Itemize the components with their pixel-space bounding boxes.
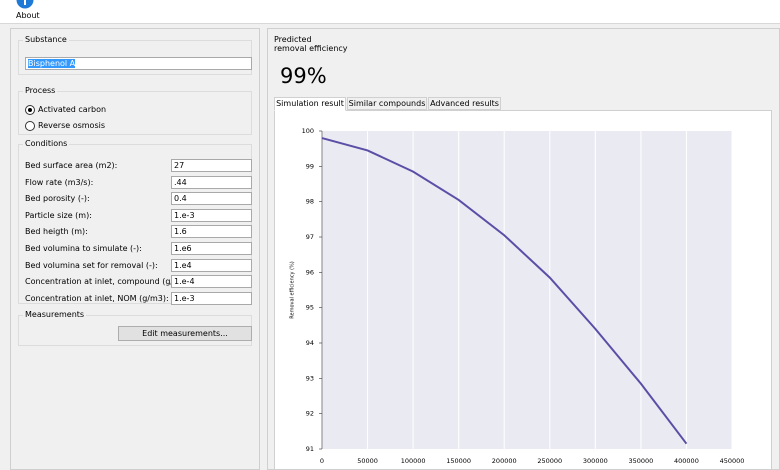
y-tick-label: 98 [306, 198, 314, 206]
radio-label[interactable]: Activated carbon [38, 105, 107, 114]
condition-label: Bed volumina set for removal (-): [25, 260, 158, 270]
y-axis-label: Removal efficiency (%) [290, 261, 296, 319]
condition-label: Concentration at inlet, compound (g/m3): [25, 277, 192, 287]
radio-button[interactable] [25, 121, 35, 131]
x-tick-label: 50000 [357, 457, 378, 465]
y-tick-label: 100 [302, 127, 314, 135]
x-tick-label: 350000 [628, 457, 653, 465]
result-label: Predicted [274, 35, 312, 44]
x-tick-label: 400000 [674, 457, 699, 465]
condition-label: Bed surface area (m2): [25, 161, 118, 170]
y-tick-label: 99 [306, 162, 314, 170]
condition-label: Particle size (m): [25, 210, 92, 220]
y-tick-label: 95 [306, 304, 314, 312]
about-icon[interactable] [16, 0, 34, 10]
y-tick-label: 94 [306, 339, 314, 347]
condition-input[interactable]: 1.e4 [171, 258, 252, 272]
condition-input[interactable]: .44 [171, 175, 252, 189]
group-title: Process [23, 86, 58, 95]
data-line [321, 137, 688, 445]
plot-area [322, 131, 732, 449]
y-tick-label: 91 [306, 445, 314, 453]
substance-group: Substance Bisphenol A [18, 35, 252, 75]
x-tick-label: 100000 [401, 457, 426, 465]
group-title: Conditions [23, 139, 70, 148]
condition-label: Flow rate (m3/s): [25, 177, 94, 187]
x-tick-label: 450000 [720, 457, 745, 465]
tab[interactable]: Similar compounds [347, 97, 427, 110]
condition-label: Bed porosity (-): [25, 194, 90, 204]
x-tick-label: 250000 [537, 457, 562, 465]
y-tick-label: 97 [306, 233, 314, 241]
conditions-group: Conditions Bed surface area (m2): 27 Flow … [18, 139, 252, 305]
chart: 0 50000 100000 150000 200000 250000 300000 3500… [290, 127, 745, 465]
condition-input[interactable]: 1.e6 [171, 242, 252, 255]
group-title: Substance [23, 35, 69, 44]
input-text: Bisphenol A [28, 59, 76, 68]
condition-label: Concentration at inlet, NOM (g/m3): [25, 293, 169, 303]
left-panel: Substance Bisphenol A Process Activated … [10, 28, 260, 470]
condition-input[interactable]: 1.e-3 [171, 291, 252, 305]
condition-input[interactable]: 1.e-3 [171, 208, 252, 222]
condition-label: Bed volumina to simulate (-): [25, 244, 142, 253]
y-tick-label: 92 [306, 410, 314, 418]
radio-button[interactable] [25, 105, 35, 115]
measurements-group: Measurements Edit measurements... [18, 310, 252, 346]
y-tick-label: 93 [306, 374, 314, 382]
condition-input[interactable]: 27 [171, 159, 252, 172]
tab[interactable]: Advanced results [428, 97, 501, 110]
condition-input[interactable]: 1.6 [171, 225, 252, 239]
about-label[interactable]: About [16, 11, 40, 20]
toolbar [0, 0, 780, 24]
result-value: 99% [280, 64, 327, 88]
substance-input[interactable]: Bisphenol A [25, 57, 252, 70]
group-title: Measurements [23, 310, 87, 319]
result-label: removal efficiency [274, 44, 348, 53]
radio-label[interactable]: Reverse osmosis [38, 121, 106, 130]
edit-measurements-button[interactable]: Edit measurements... [118, 326, 252, 341]
radio-dot [28, 108, 32, 112]
condition-input[interactable]: 1.e-4 [171, 275, 252, 289]
process-group: Process Activated carbon Reverse osmosis [18, 86, 252, 135]
x-tick-label: 0 [320, 457, 324, 465]
condition-label: Bed heigth (m): [25, 227, 88, 237]
y-tick-label: 96 [306, 268, 314, 276]
x-tick-label: 150000 [446, 457, 471, 465]
tab[interactable]: Simulation result [274, 97, 346, 111]
x-tick-label: 200000 [492, 457, 517, 465]
x-tick-label: 300000 [583, 457, 608, 465]
condition-input[interactable]: 0.4 [171, 192, 252, 206]
